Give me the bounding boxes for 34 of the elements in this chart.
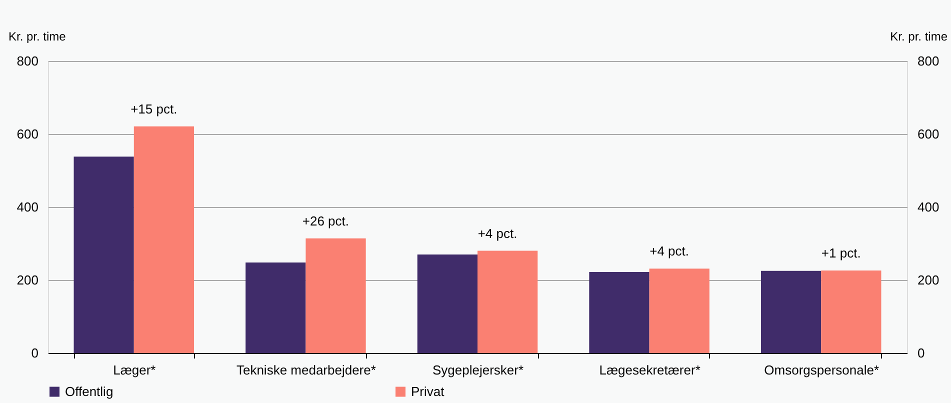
- bar: [649, 268, 710, 353]
- y-axis-title: Kr. pr. time: [8, 30, 66, 44]
- annotation: +4 pct.: [650, 244, 689, 259]
- y-tick-label: 0: [31, 346, 38, 360]
- y-tick-label: 600: [16, 126, 38, 142]
- bar: [306, 238, 366, 353]
- y-tick-label: 800: [16, 54, 38, 68]
- annotation: +15 pct.: [130, 101, 178, 116]
- bar: [417, 254, 478, 353]
- legend-label: Privat: [411, 384, 445, 399]
- y2-tick-label: 800: [918, 54, 940, 68]
- bar: [478, 250, 538, 353]
- bar: [246, 262, 306, 353]
- annotation: +4 pct.: [478, 226, 518, 241]
- x-tick-label: Lægesekretærer*: [599, 362, 700, 378]
- bar: [589, 272, 650, 353]
- bar: [134, 126, 194, 353]
- x-tick-label: Læger*: [113, 362, 156, 378]
- y2-tick-label: 200: [918, 272, 940, 288]
- bar: [760, 270, 822, 353]
- x-tick-label: Omsorgspersonale*: [764, 362, 880, 378]
- bar: [74, 156, 134, 353]
- x-tick-label: Tekniske medarbejdere*: [236, 362, 376, 378]
- y2-tick-label: 400: [918, 200, 940, 214]
- annotation: +26 pct.: [302, 213, 350, 228]
- bar: [821, 270, 882, 353]
- y-tick-label: 400: [16, 200, 38, 214]
- y2-tick-label: 0: [918, 346, 925, 360]
- y-tick-label: 200: [16, 272, 38, 288]
- y2-tick-label: 600: [918, 126, 940, 142]
- y2-axis-title: Kr. pr. time: [890, 30, 948, 44]
- x-tick-label: Sygeplejersker*: [432, 362, 524, 378]
- annotation: +1 pct.: [821, 246, 861, 261]
- legend-label: Offentlig: [65, 384, 114, 399]
